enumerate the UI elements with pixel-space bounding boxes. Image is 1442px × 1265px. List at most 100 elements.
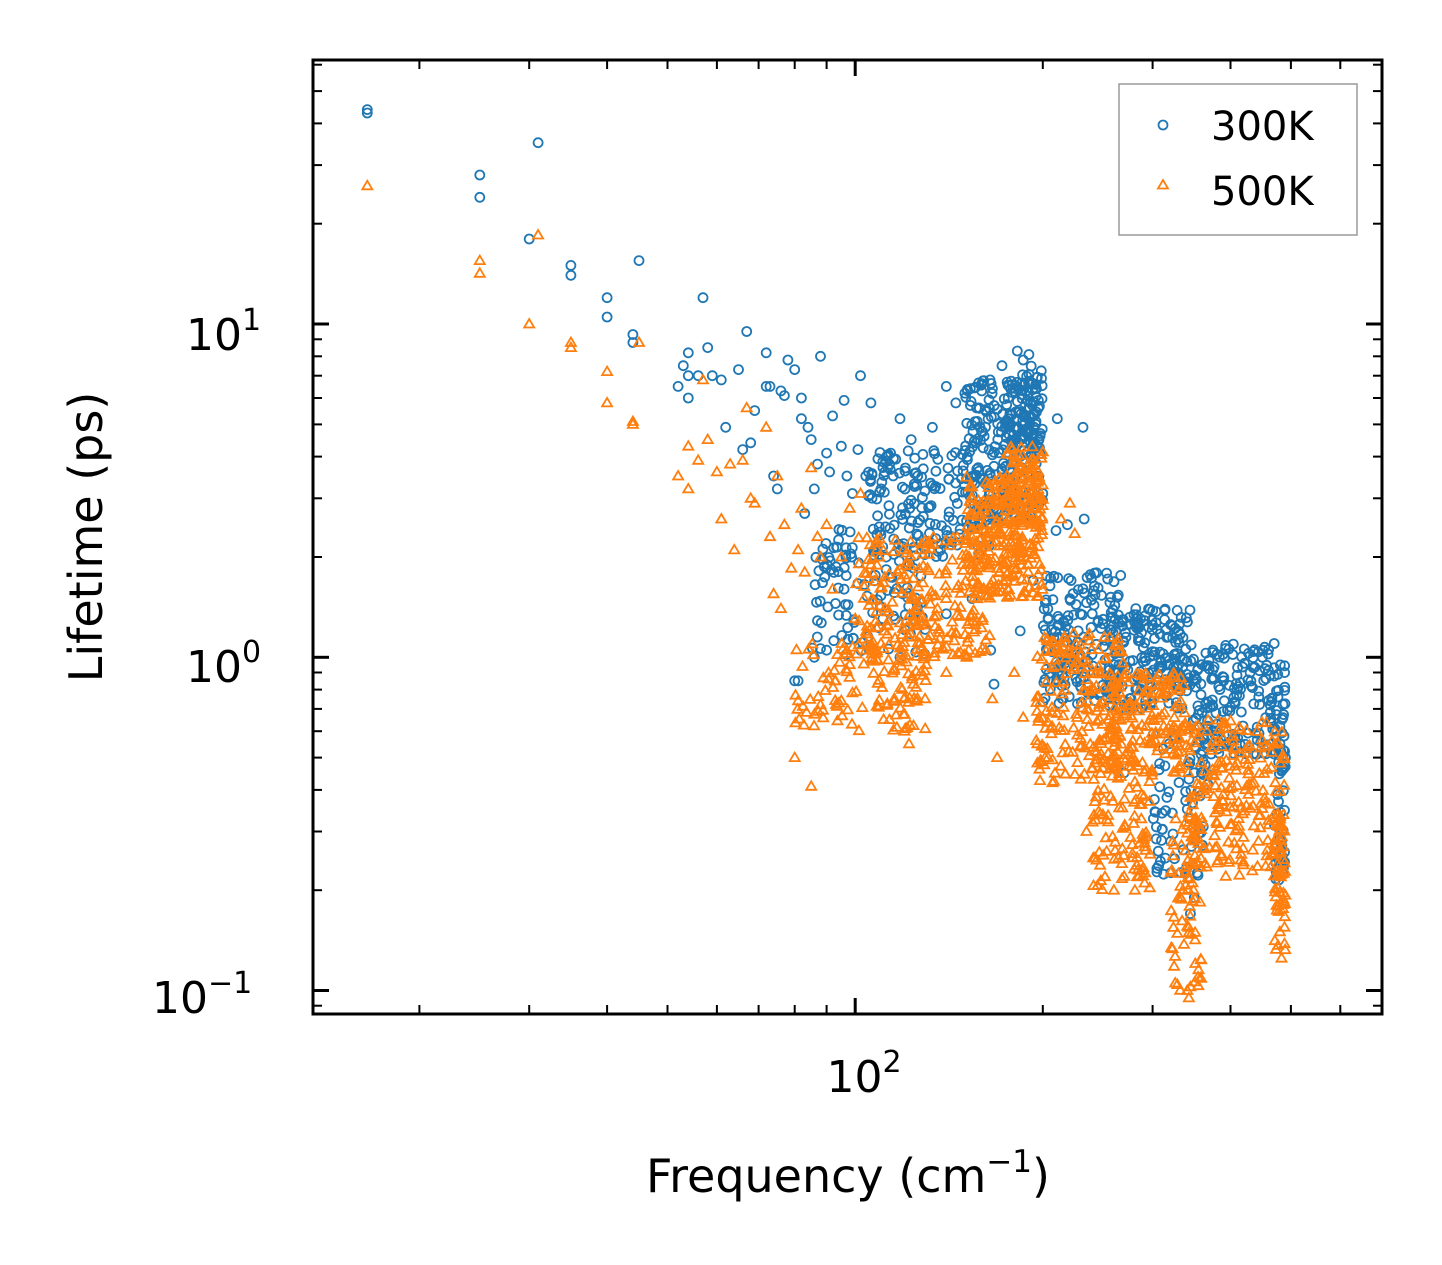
data-point-500k-915 xyxy=(1083,737,1097,749)
data-point-500k-1248 xyxy=(1168,949,1182,961)
data-point-500k-390 xyxy=(918,664,932,676)
data-point-500k-75 xyxy=(807,719,821,731)
data-point-500k-1097 xyxy=(1167,710,1181,722)
data-point-500k-907 xyxy=(1041,750,1055,762)
data-point-500k-159 xyxy=(839,646,853,658)
data-point-500k-935 xyxy=(1035,754,1049,767)
data-point-500k-904 xyxy=(1038,721,1052,733)
data-point-300k-45 xyxy=(815,350,826,362)
data-point-500k-13 xyxy=(681,482,695,494)
data-point-300k-26 xyxy=(741,326,753,337)
data-point-500k-1049 xyxy=(1090,878,1105,890)
data-point-300k-275 xyxy=(884,508,895,520)
data-point-300k-1072 xyxy=(1154,781,1166,793)
data-point-500k-1505 xyxy=(1247,776,1261,788)
data-point-500k-1442 xyxy=(1219,753,1233,765)
data-point-300k-1234 xyxy=(1248,698,1260,710)
data-point-300k-792 xyxy=(1115,570,1127,581)
data-point-300k-37 xyxy=(789,364,801,376)
data-point-500k-352 xyxy=(895,586,909,598)
data-point-300k-1262 xyxy=(1223,643,1235,655)
data-point-500k-715 xyxy=(1035,512,1049,524)
data-point-500k-740 xyxy=(1034,451,1048,463)
data-point-500k-988 xyxy=(1108,843,1122,855)
data-point-300k-11 xyxy=(627,337,639,348)
data-point-300k-386 xyxy=(951,498,963,509)
data-point-500k-1217 xyxy=(1169,722,1183,734)
data-point-300k-29 xyxy=(760,380,772,392)
data-point-500k-1499 xyxy=(1205,767,1220,779)
data-point-300k-245 xyxy=(949,491,961,503)
data-point-300k-23 xyxy=(720,421,732,433)
data-point-500k-1493 xyxy=(1227,799,1241,811)
data-point-500k-1247 xyxy=(1194,952,1208,964)
data-point-500k-574 xyxy=(989,516,1003,528)
data-point-300k-1088 xyxy=(1148,813,1159,825)
data-point-300k-1257 xyxy=(1185,655,1197,667)
data-point-300k-1294 xyxy=(1236,651,1248,663)
data-point-500k-665 xyxy=(959,528,973,540)
data-point-300k-1038 xyxy=(1184,757,1196,769)
data-point-300k-800 xyxy=(1042,603,1054,615)
data-point-500k-1559 xyxy=(1268,885,1282,897)
data-point-500k-61 xyxy=(1063,496,1077,508)
data-point-500k-1155 xyxy=(1173,762,1187,774)
data-point-500k-93 xyxy=(850,647,864,659)
data-point-500k-898 xyxy=(1115,645,1129,657)
data-point-500k-1054 xyxy=(1130,780,1144,792)
data-point-500k-530 xyxy=(986,573,1000,585)
data-point-500k-140 xyxy=(887,694,901,706)
data-point-300k-260 xyxy=(897,481,908,493)
data-point-500k-638 xyxy=(999,481,1013,493)
data-point-300k-829 xyxy=(1039,674,1051,685)
data-point-300k-212 xyxy=(842,599,854,611)
data-point-500k-776 xyxy=(1087,772,1101,784)
data-point-500k-1166 xyxy=(1126,734,1140,746)
data-point-300k-900 xyxy=(1137,642,1149,653)
data-point-500k-1213 xyxy=(1157,706,1171,718)
legend-label-300k: 300K xyxy=(1211,104,1315,150)
data-point-500k-1220 xyxy=(1168,765,1183,777)
data-point-500k-753 xyxy=(1022,466,1037,478)
data-point-500k-641 xyxy=(980,556,994,568)
data-point-500k-145 xyxy=(841,703,855,715)
data-point-500k-330 xyxy=(862,598,876,610)
data-point-500k-257 xyxy=(873,581,887,593)
data-point-500k-1112 xyxy=(1150,744,1165,756)
data-point-500k-1272 xyxy=(1178,844,1192,856)
data-point-500k-216 xyxy=(967,603,981,615)
data-point-300k-224 xyxy=(817,543,829,555)
data-point-500k-1027 xyxy=(1098,869,1112,882)
data-point-500k-739 xyxy=(1009,472,1023,484)
data-point-500k-747 xyxy=(1013,462,1027,474)
data-point-500k-361 xyxy=(948,599,962,611)
data-point-500k-1277 xyxy=(1193,895,1207,907)
data-point-500k-704 xyxy=(1002,473,1016,485)
data-point-500k-1283 xyxy=(1166,920,1180,932)
data-point-500k-1222 xyxy=(1109,731,1123,743)
data-point-300k-118 xyxy=(820,538,832,549)
data-point-500k-365 xyxy=(916,559,930,571)
data-point-300k-668 xyxy=(1025,411,1037,423)
data-point-500k-22 xyxy=(736,453,750,465)
data-point-300k-48 xyxy=(827,410,838,422)
data-point-300k-3 xyxy=(474,191,486,203)
data-point-300k-681 xyxy=(1030,378,1042,390)
data-point-300k-92 xyxy=(988,678,1000,690)
data-point-300k-337 xyxy=(950,477,961,489)
data-point-300k-1254 xyxy=(1207,672,1218,683)
data-point-500k-422 xyxy=(909,680,923,692)
data-point-500k-1426 xyxy=(1268,737,1282,749)
data-point-500k-1260 xyxy=(1170,977,1184,989)
data-point-500k-1506 xyxy=(1234,722,1248,734)
data-point-500k-949 xyxy=(1069,707,1083,719)
data-point-300k-377 xyxy=(946,450,958,462)
data-point-500k-419 xyxy=(894,659,908,671)
data-point-500k-1343 xyxy=(1236,830,1250,842)
data-point-500k-397 xyxy=(918,692,932,704)
data-point-500k-135 xyxy=(871,676,885,688)
data-point-500k-887 xyxy=(1029,733,1043,745)
data-point-500k-82 xyxy=(881,653,895,665)
data-point-300k-809 xyxy=(1086,649,1098,660)
data-point-300k-76 xyxy=(1078,513,1090,525)
